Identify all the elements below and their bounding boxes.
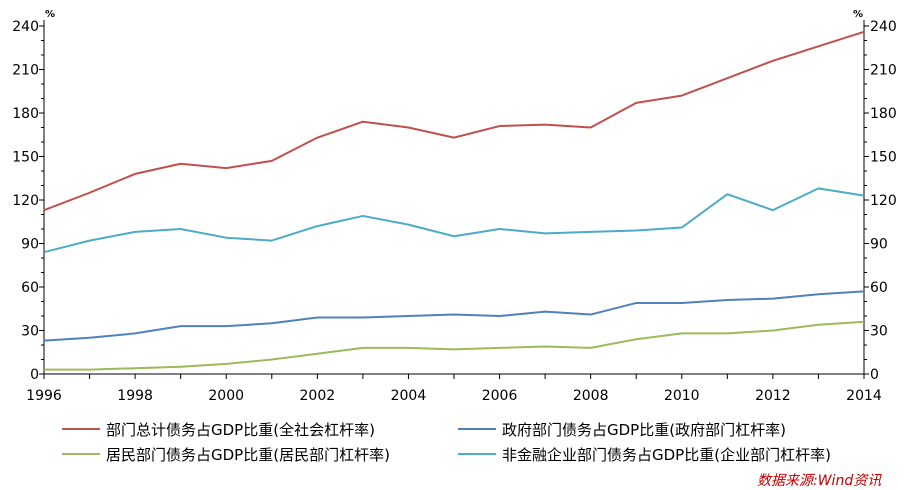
y-unit-label-right: % (853, 9, 863, 20)
legend-label-government: 政府部门债务占GDP比重(政府部门杠杆率) (502, 421, 786, 439)
y-tick-label-left: 0 (30, 367, 39, 383)
legend-swatch-government (458, 427, 496, 430)
y-tick-label-right: 60 (870, 280, 888, 296)
series-line-household (44, 320, 865, 371)
y-tick-label-left: 90 (21, 237, 39, 253)
x-tick-label: 2014 (846, 388, 882, 404)
y-tick-label-right: 30 (870, 324, 888, 340)
legend-item-household: 居民部门债务占GDP比重(居民部门杠杆率) (62, 444, 390, 465)
y-tick-label-left: 120 (12, 193, 39, 209)
x-tick-label: 2000 (208, 388, 244, 404)
y-tick-label-right: 180 (870, 106, 897, 122)
x-tick-label: 2008 (573, 388, 609, 404)
y-tick-label-right: 210 (870, 63, 897, 79)
x-tick-label: 2002 (300, 388, 336, 404)
x-tick-label: 1998 (117, 388, 153, 404)
y-tick-label-left: 30 (21, 324, 39, 340)
x-tick-label: 2004 (391, 388, 427, 404)
legend-swatch-corporate (458, 452, 496, 455)
x-tick-label: 2010 (664, 388, 700, 404)
y-tick-label-left: 210 (12, 63, 39, 79)
y-tick-label-right: 0 (870, 367, 879, 383)
y-tick-label-right: 120 (870, 193, 897, 209)
y-tick-label-left: 150 (12, 150, 39, 166)
y-tick-label-left: 240 (12, 19, 39, 35)
x-tick-label: 2012 (755, 388, 791, 404)
legend-item-total: 部门总计债务占GDP比重(全社会杠杆率) (62, 419, 375, 440)
y-tick-label-right: 90 (870, 237, 888, 253)
y-unit-label-left: % (45, 9, 55, 20)
source-note: 数据来源:Wind资讯 (757, 473, 882, 489)
legend-label-total: 部门总计债务占GDP比重(全社会杠杆率) (106, 421, 375, 439)
legend-swatch-household (62, 452, 100, 455)
series-line-corporate (43, 187, 865, 254)
legend-item-corporate: 非金融企业部门债务占GDP比重(企业部门杠杆率) (458, 444, 831, 465)
y-tick-label-right: 150 (870, 150, 897, 166)
series-line-government (43, 290, 865, 342)
legend-item-government: 政府部门债务占GDP比重(政府部门杠杆率) (458, 419, 786, 440)
y-tick-label-right: 240 (870, 19, 897, 35)
y-tick-label-left: 60 (21, 280, 39, 296)
legend-swatch-total (62, 427, 100, 430)
x-tick-label: 1996 (26, 388, 62, 404)
series-line-total (43, 30, 865, 212)
x-tick-label: 2006 (482, 388, 518, 404)
legend-label-household: 居民部门债务占GDP比重(居民部门杠杆率) (106, 446, 390, 464)
y-tick-label-left: 180 (12, 106, 39, 122)
legend-label-corporate: 非金融企业部门债务占GDP比重(企业部门杠杆率) (502, 446, 831, 464)
